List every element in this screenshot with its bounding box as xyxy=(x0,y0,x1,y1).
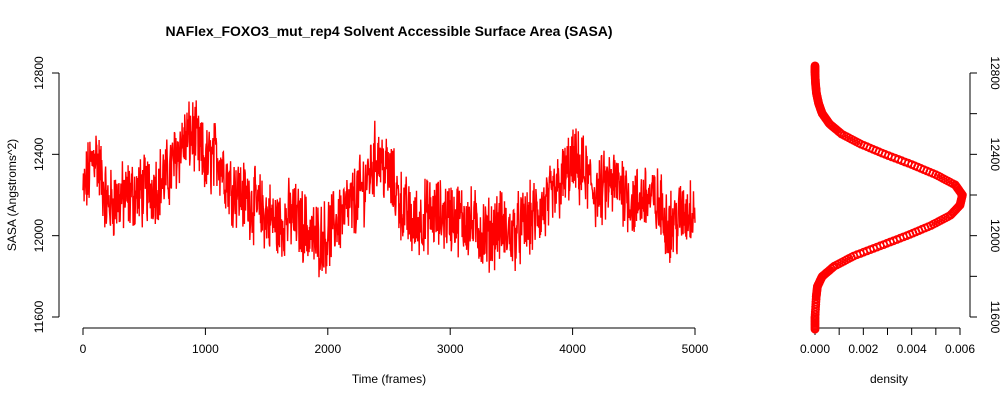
density-y-tick-label: 12400 xyxy=(988,138,1000,172)
y-tick-label: 12000 xyxy=(32,219,46,253)
x-tick-label: 1000 xyxy=(192,342,219,356)
x-tick-label: 2000 xyxy=(314,342,341,356)
density-y-tick-label: 11600 xyxy=(988,301,1000,334)
density-points xyxy=(810,61,967,334)
time-series-panel: 0 1000 2000 3000 4000 5000 11600 12000 12400 128… xyxy=(5,56,709,386)
y-tick-label: 12400 xyxy=(32,137,46,171)
density-y-ticks: 11600 12000 12400 12800 xyxy=(970,56,1000,334)
x-tick-label: 3000 xyxy=(437,342,464,356)
x-tick-label: 5000 xyxy=(682,342,709,356)
y-tick-label: 11600 xyxy=(32,300,46,333)
density-point xyxy=(810,61,820,71)
density-x-tick-label: 0.006 xyxy=(945,342,975,356)
density-y-tick-label: 12800 xyxy=(988,56,1000,90)
density-panel: 0.000 0.002 0.004 0.006 11600 12000 12400 1280… xyxy=(800,56,1000,386)
sasa-series-line xyxy=(82,100,696,278)
density-x-tick-label: 0.002 xyxy=(848,342,878,356)
x-axis-label: Time (frames) xyxy=(352,372,426,386)
x-tick-label: 4000 xyxy=(559,342,586,356)
y-axis-label: SASA (Angstroms^2) xyxy=(5,139,19,251)
density-x-tick-label: 0.000 xyxy=(800,342,830,356)
x-ticks: 0 1000 2000 3000 4000 5000 xyxy=(80,328,709,356)
x-tick-label: 0 xyxy=(80,342,87,356)
density-x-tick-label: 0.004 xyxy=(897,342,927,356)
density-y-tick-label: 12000 xyxy=(988,219,1000,253)
density-x-ticks: 0.000 0.002 0.004 0.006 xyxy=(800,328,975,356)
y-ticks: 11600 12000 12400 12800 xyxy=(32,56,59,333)
density-x-axis-label: density xyxy=(870,372,908,386)
y-tick-label: 12800 xyxy=(32,56,46,90)
chart-title: NAFlex_FOXO3_mut_rep4 Solvent Accessible… xyxy=(165,23,612,39)
